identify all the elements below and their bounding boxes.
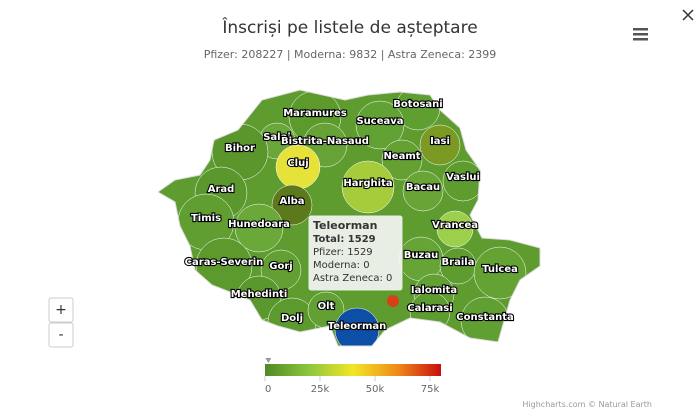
- tooltip-box: [307, 214, 404, 292]
- region[interactable]: [355, 100, 405, 150]
- region-label: Mehedinti: [231, 289, 288, 300]
- region[interactable]: [436, 210, 474, 248]
- region-label: Buzau: [404, 250, 438, 261]
- region-label: Arad: [208, 184, 235, 195]
- chart-title: Înscriși pe listele de așteptare: [221, 16, 477, 38]
- tooltip: Teleorman Total: 1529 Pfizer: 1529 Moderna…: [307, 214, 404, 292]
- region-label: Olt: [318, 301, 335, 312]
- close-button[interactable]: [682, 9, 694, 21]
- region-label: Bacau: [406, 182, 440, 193]
- region-label: Botosani: [393, 99, 442, 110]
- region-label: Harghita: [343, 178, 392, 189]
- region[interactable]: [381, 139, 423, 181]
- tooltip-line: Astra Zeneca: 0: [313, 273, 392, 284]
- tooltip-line: Total: 1529: [313, 234, 376, 245]
- color-tick-label: 50k: [366, 384, 385, 395]
- region-label: Cluj: [287, 158, 308, 169]
- color-axis: 0 25k 50k 75k: [264, 358, 441, 395]
- region-label: Dolj: [281, 313, 303, 324]
- region[interactable]: [473, 246, 527, 300]
- tooltip-line: Moderna: 0: [313, 260, 370, 271]
- region-label: Maramures: [283, 108, 347, 119]
- color-tick-label: 25k: [311, 384, 330, 395]
- region-label: Iasi: [430, 136, 450, 147]
- region-label: Hunedoara: [228, 219, 290, 230]
- zoom-label: +: [55, 302, 67, 318]
- region-label: Vrancea: [432, 220, 478, 231]
- region[interactable]: [402, 170, 444, 212]
- region[interactable]: [334, 307, 380, 352]
- region-label: Salaj: [263, 132, 291, 143]
- menu-button[interactable]: [633, 28, 648, 41]
- tooltip-line: Pfizer: 1529: [313, 247, 373, 258]
- country-outline: [157, 89, 541, 347]
- region-label: Timis: [191, 213, 221, 224]
- zoom-controls: +-: [48, 297, 74, 348]
- region-label: Tulcea: [482, 264, 518, 275]
- region-label: Braila: [442, 257, 475, 268]
- region-label: Caras-Severin: [185, 257, 264, 268]
- region-label: Neamt: [383, 151, 420, 162]
- menu-bar: [633, 28, 648, 31]
- region-label: Ialomita: [411, 285, 457, 296]
- zoom-button[interactable]: [48, 322, 74, 348]
- color-marker: [265, 358, 272, 363]
- region-label: Vaslui: [446, 172, 480, 183]
- bucharest-region: [387, 295, 399, 307]
- zoom-label: -: [58, 327, 63, 343]
- menu-bar: [633, 33, 648, 36]
- region-label: Constanta: [456, 312, 513, 323]
- region-label: Bihor: [225, 143, 255, 154]
- region-label: Alba: [279, 196, 304, 207]
- region-labels: Maramures Botosani Suceava SalajBistrita-Na…: [184, 98, 519, 333]
- region[interactable]: [341, 160, 395, 214]
- region[interactable]: [271, 184, 313, 226]
- chart-subtitle: Pfizer: 208227 | Moderna: 9832 | Astra Z…: [204, 48, 497, 61]
- region[interactable]: [234, 203, 284, 253]
- region-label: Teleorman: [328, 321, 387, 332]
- region-label: Calarasi: [407, 303, 452, 314]
- region[interactable]: [419, 124, 461, 166]
- color-tick-label: 0: [265, 384, 271, 395]
- color-bar: [265, 364, 441, 376]
- menu-bar: [633, 38, 648, 41]
- region-label: Suceava: [356, 116, 403, 127]
- credits[interactable]: Highcharts.com © Natural Earth: [522, 400, 652, 409]
- region-label: Bistrita-Nasaud: [281, 136, 369, 147]
- zoom-button[interactable]: [48, 297, 74, 323]
- color-tick-label: 75k: [421, 384, 440, 395]
- region-label: Gorj: [269, 261, 292, 272]
- tooltip-title: Teleorman: [313, 219, 377, 232]
